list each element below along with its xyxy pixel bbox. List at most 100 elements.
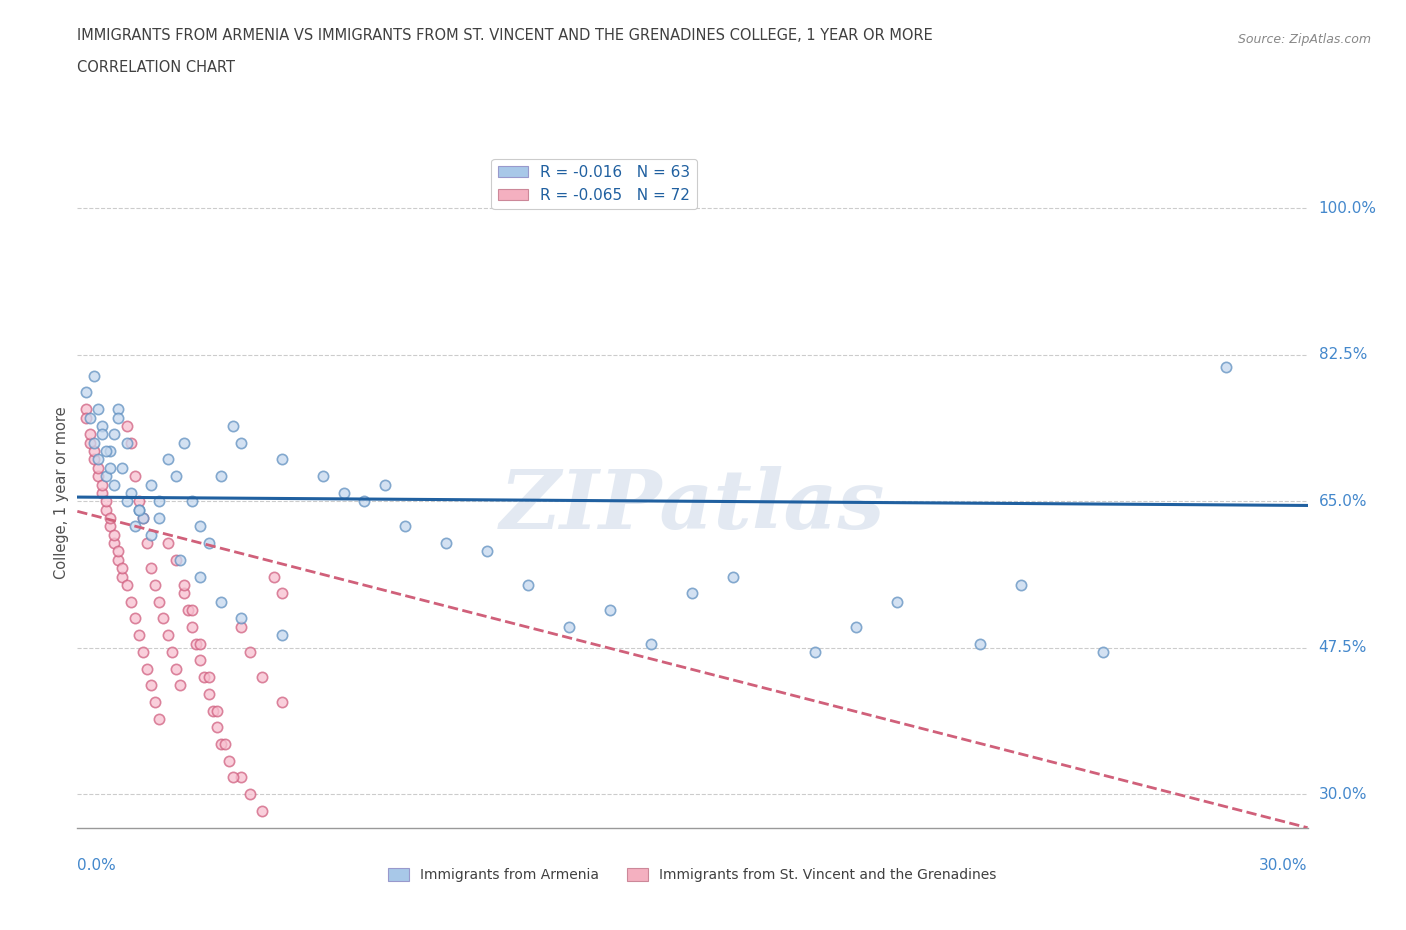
Text: 30.0%: 30.0% [1260, 858, 1308, 873]
Text: CORRELATION CHART: CORRELATION CHART [77, 60, 235, 75]
Point [103, 536, 125, 551]
Point [132, 644, 155, 659]
Point [436, 536, 458, 551]
Point [128, 628, 150, 643]
Point [222, 418, 245, 433]
Point [165, 469, 187, 484]
Point [209, 469, 232, 484]
Point [173, 586, 195, 601]
Point [141, 678, 163, 693]
Point [111, 561, 134, 576]
Point [128, 494, 150, 509]
Point [169, 678, 191, 693]
Point [141, 477, 163, 492]
Point [181, 494, 204, 509]
Point [111, 460, 134, 475]
Point [87, 460, 110, 475]
Point [394, 519, 416, 534]
Point [83, 435, 105, 450]
Point [120, 485, 142, 500]
Point [90, 477, 114, 492]
Point [181, 619, 204, 634]
Point [148, 494, 170, 509]
Point [107, 552, 129, 567]
Point [90, 485, 114, 500]
Point [239, 644, 262, 659]
Point [271, 628, 294, 643]
Point [143, 695, 166, 710]
Point [141, 527, 163, 542]
Point [83, 452, 105, 467]
Point [222, 770, 245, 785]
Text: 47.5%: 47.5% [1319, 640, 1367, 656]
Point [214, 737, 236, 751]
Point [250, 804, 273, 818]
Point [250, 670, 273, 684]
Text: 82.5%: 82.5% [1319, 347, 1367, 363]
Point [107, 410, 129, 425]
Point [231, 770, 253, 785]
Point [173, 435, 195, 450]
Point [128, 502, 150, 517]
Point [103, 427, 125, 442]
Point [132, 511, 155, 525]
Point [165, 552, 187, 567]
Point [271, 452, 294, 467]
Point [98, 511, 121, 525]
Point [107, 402, 129, 417]
Point [205, 720, 228, 735]
Point [186, 636, 208, 651]
Point [197, 686, 219, 701]
Point [188, 636, 212, 651]
Point [141, 561, 163, 576]
Point [124, 519, 146, 534]
Point [231, 611, 253, 626]
Point [94, 502, 117, 517]
Text: IMMIGRANTS FROM ARMENIA VS IMMIGRANTS FROM ST. VINCENT AND THE GRENADINES COLLEG: IMMIGRANTS FROM ARMENIA VS IMMIGRANTS FR… [77, 28, 934, 43]
Point [209, 594, 232, 609]
Point [165, 661, 187, 676]
Point [136, 536, 159, 551]
Point [90, 427, 114, 442]
Point [124, 469, 146, 484]
Text: Source: ZipAtlas.com: Source: ZipAtlas.com [1237, 33, 1371, 46]
Point [169, 552, 191, 567]
Point [599, 603, 621, 618]
Point [115, 435, 138, 450]
Point [353, 494, 375, 509]
Point [148, 511, 170, 525]
Point [156, 536, 179, 551]
Point [79, 435, 101, 450]
Point [156, 452, 179, 467]
Point [120, 435, 142, 450]
Point [124, 611, 146, 626]
Point [231, 435, 253, 450]
Point [160, 644, 183, 659]
Point [94, 469, 117, 484]
Point [374, 477, 396, 492]
Point [333, 485, 356, 500]
Point [83, 444, 105, 458]
Point [173, 578, 195, 592]
Point [640, 636, 662, 651]
Point [103, 527, 125, 542]
Point [75, 410, 97, 425]
Point [143, 578, 166, 592]
Point [111, 569, 134, 584]
Point [98, 444, 121, 458]
Point [517, 578, 540, 592]
Text: ZIPatlas: ZIPatlas [499, 466, 886, 546]
Point [193, 670, 215, 684]
Point [218, 753, 240, 768]
Point [271, 695, 294, 710]
Point [98, 519, 121, 534]
Legend: Immigrants from Armenia, Immigrants from St. Vincent and the Grenadines: Immigrants from Armenia, Immigrants from… [382, 863, 1002, 888]
Point [209, 737, 232, 751]
Point [103, 477, 125, 492]
Point [152, 611, 174, 626]
Text: 30.0%: 30.0% [1319, 787, 1367, 802]
Text: 65.0%: 65.0% [1319, 494, 1367, 509]
Point [312, 469, 335, 484]
Point [132, 511, 155, 525]
Point [115, 418, 138, 433]
